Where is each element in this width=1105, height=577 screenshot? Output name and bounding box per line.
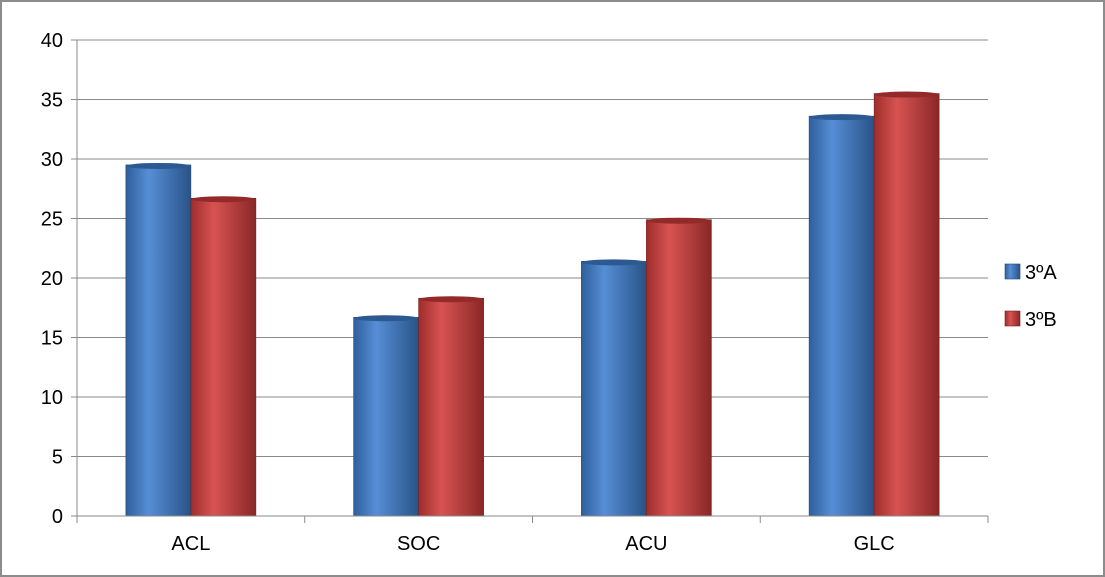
bar-soc-series-2 xyxy=(418,297,484,517)
bar-top-cap xyxy=(581,259,647,266)
legend-swatch-series-1 xyxy=(1004,263,1021,280)
bar-soc-series-1 xyxy=(353,316,419,517)
bar-acu-series-1 xyxy=(581,261,647,517)
y-tick-label: 20 xyxy=(41,268,63,290)
y-tick-label: 5 xyxy=(52,447,63,469)
axes: 0 5 10 15 20 25 30 35 40 ACL SOC ACU GLC xyxy=(41,30,989,555)
x-tick-label: ACL xyxy=(171,533,210,555)
x-tick-label: GLC xyxy=(854,533,895,555)
y-tick-label: 40 xyxy=(41,30,63,52)
legend-label-series-1: 3ºA xyxy=(1025,262,1057,284)
x-tick-label: SOC xyxy=(397,533,440,555)
bar-top-cap xyxy=(646,217,712,224)
y-tick-label: 25 xyxy=(41,209,63,231)
y-tick-label: 35 xyxy=(41,90,63,112)
legend-label-series-2: 3ºB xyxy=(1025,309,1057,331)
legend-swatch-series-2 xyxy=(1004,310,1021,327)
x-tick-label: ACU xyxy=(625,533,667,555)
bar-top-cap xyxy=(125,162,191,169)
bar-acu-series-2 xyxy=(646,219,712,517)
bar-top-cap xyxy=(874,91,940,98)
bar-top-cap xyxy=(418,296,484,303)
legend: 3ºA 3ºB xyxy=(1004,262,1057,331)
y-tick-label: 15 xyxy=(41,328,63,350)
bar-acl-series-2 xyxy=(190,197,257,517)
y-tick-label: 10 xyxy=(41,387,63,409)
bar-glc-series-2 xyxy=(873,93,940,517)
bar-acl-series-1 xyxy=(125,164,192,517)
bar-top-cap xyxy=(190,196,256,203)
bars xyxy=(125,91,940,517)
bar-glc-series-1 xyxy=(808,115,875,517)
y-tick-label: 0 xyxy=(52,506,63,528)
y-tick-label: 30 xyxy=(41,149,63,171)
bar-top-cap xyxy=(353,315,419,322)
bar-top-cap xyxy=(809,114,875,121)
